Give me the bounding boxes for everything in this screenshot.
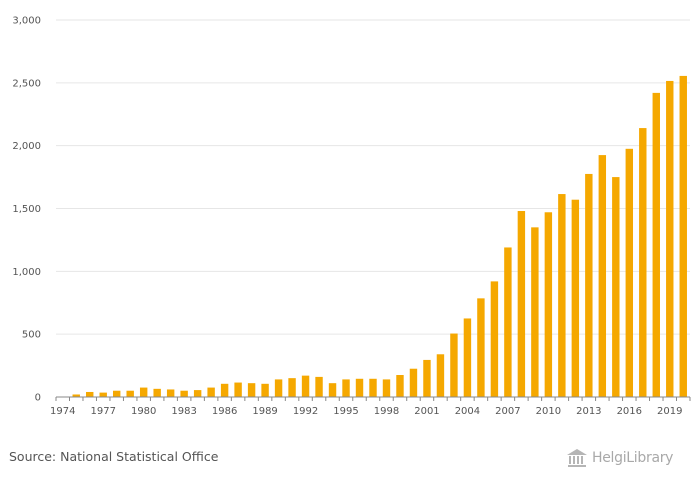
bar <box>180 390 188 397</box>
y-tick-label: 1,000 <box>12 267 41 278</box>
x-tick-label: 1992 <box>293 406 318 417</box>
x-tick-label: 2004 <box>455 406 480 417</box>
y-tick-label: 500 <box>22 330 41 341</box>
x-tick-label: 2001 <box>414 406 439 417</box>
bar <box>153 388 161 397</box>
x-tick-label: 1998 <box>374 406 399 417</box>
library-building-icon <box>567 449 587 467</box>
bar <box>612 177 620 397</box>
bar <box>261 383 269 397</box>
bar <box>490 281 499 397</box>
bar <box>139 387 148 397</box>
y-tick-label: 2,500 <box>12 78 41 89</box>
x-tick-label: 1989 <box>252 406 277 417</box>
bar <box>72 394 80 397</box>
bar <box>369 378 377 397</box>
x-tick-label: 2007 <box>495 406 520 417</box>
bar <box>86 391 94 397</box>
bar <box>679 75 687 398</box>
bar <box>625 148 634 397</box>
bar <box>220 383 229 397</box>
bar <box>598 155 607 397</box>
x-tick-label: 1983 <box>171 406 196 417</box>
bar <box>436 354 445 397</box>
bar <box>382 379 391 397</box>
bar <box>126 390 134 397</box>
bar <box>463 318 472 397</box>
bar <box>342 379 350 397</box>
x-tick-label: 2016 <box>617 406 642 417</box>
bar <box>409 368 418 397</box>
bar <box>666 80 674 397</box>
bar <box>504 247 512 397</box>
y-axis-labels: 0 500 1,000 1,500 2,000 2,500 3,000 <box>12 16 41 404</box>
x-tick-label: 2010 <box>536 406 561 417</box>
bar <box>639 128 647 397</box>
x-tick-label: 1980 <box>131 406 156 417</box>
bar <box>423 359 431 397</box>
x-tick-label: 2019 <box>657 406 682 417</box>
x-tick-label: 1977 <box>90 406 115 417</box>
x-tick-label: 2013 <box>576 406 601 417</box>
bars <box>72 75 687 398</box>
x-tick-label: 1974 <box>50 406 75 417</box>
x-axis-ticks: 1974 1977 1980 1983 1986 1989 1992 1995 1998 2001… <box>50 397 691 417</box>
y-tick-label: 1,500 <box>12 204 41 215</box>
bar <box>652 92 660 398</box>
bar <box>517 211 526 397</box>
bar <box>288 378 296 397</box>
brand-name: HelgiLibrary <box>592 450 674 466</box>
bar <box>315 376 323 397</box>
bar <box>328 383 337 397</box>
bar <box>99 392 107 397</box>
y-tick-label: 0 <box>35 393 41 404</box>
x-tick-label: 1995 <box>333 406 358 417</box>
bar <box>477 298 485 397</box>
bar <box>396 375 404 397</box>
bar <box>355 378 364 397</box>
bar <box>301 375 310 397</box>
bar <box>193 390 202 397</box>
bar <box>585 173 593 397</box>
bar <box>571 199 580 397</box>
bar <box>166 389 175 397</box>
x-tick-label: 1986 <box>212 406 237 417</box>
bar <box>450 333 458 397</box>
gridlines <box>56 19 690 335</box>
bar <box>274 379 283 397</box>
y-tick-label: 3,000 <box>12 16 41 27</box>
bar <box>207 387 215 397</box>
helgi-library-logo[interactable]: HelgiLibrary <box>566 447 673 469</box>
bar <box>544 212 553 397</box>
bar <box>247 383 256 397</box>
bar <box>531 227 539 397</box>
bar <box>558 194 566 397</box>
bar <box>112 390 121 397</box>
source-note: Source: National Statistical Office <box>9 449 219 464</box>
y-tick-label: 2,000 <box>12 141 41 152</box>
bar <box>234 382 242 397</box>
